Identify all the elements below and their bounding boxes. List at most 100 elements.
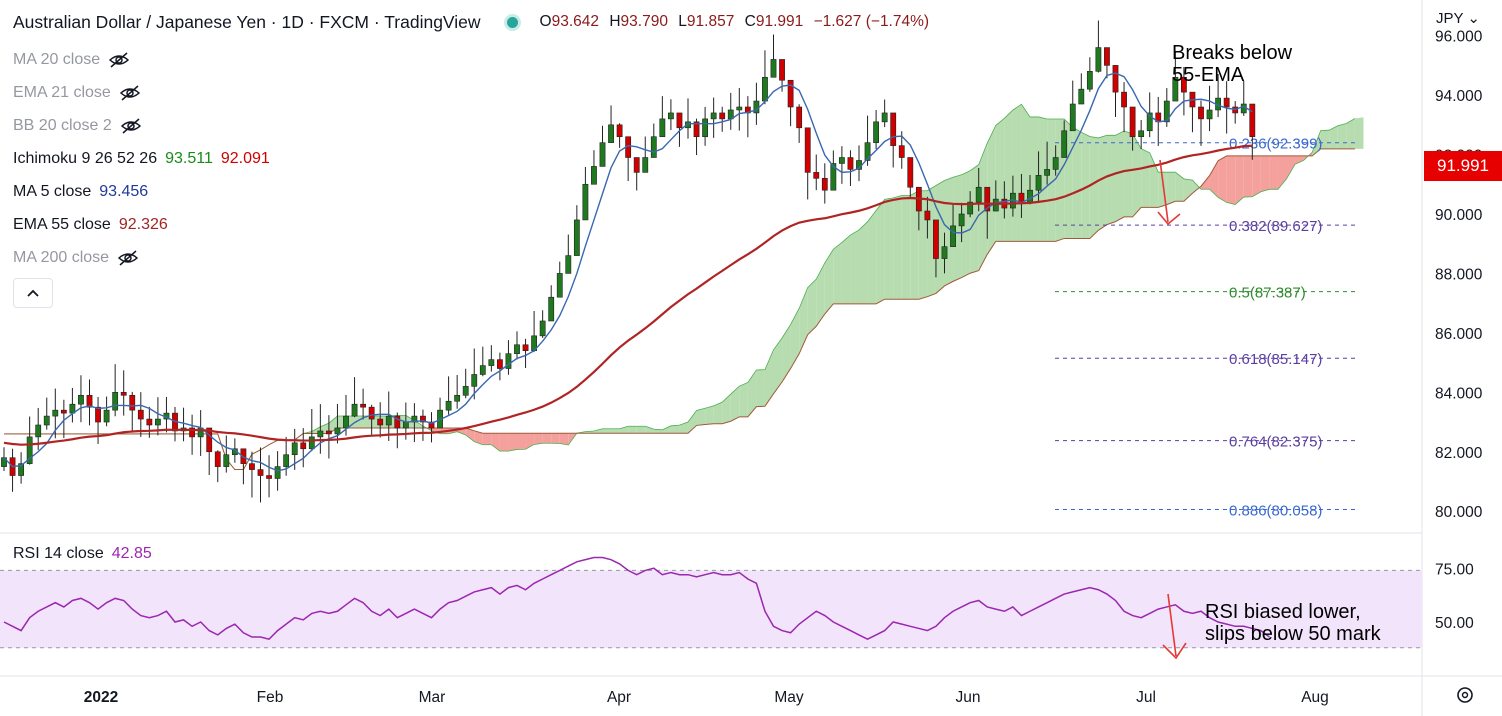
indicator-row[interactable]: BB 20 close 2 xyxy=(13,109,929,142)
indicator-row[interactable]: MA 20 close xyxy=(13,43,929,76)
candle-body xyxy=(206,427,213,453)
fib-level-label: 0.382(89.627) xyxy=(1229,218,1322,235)
candle-body xyxy=(556,273,563,298)
indicator-row[interactable]: MA 5 close 93.456 xyxy=(13,175,929,208)
candle-body xyxy=(693,121,700,138)
indicator-row[interactable]: EMA 21 close xyxy=(13,76,929,109)
candle-body xyxy=(975,186,982,203)
ichimoku-cloud-segment xyxy=(491,433,500,452)
currency-selector[interactable]: JPY ⌄ xyxy=(1436,10,1480,27)
ichimoku-cloud-segment xyxy=(824,249,834,315)
candle-body xyxy=(1052,157,1059,170)
candle-body xyxy=(650,136,657,158)
rsi-axis-label: 50.00 xyxy=(1435,615,1474,632)
candle-body xyxy=(120,392,127,396)
gear-icon[interactable] xyxy=(1457,687,1473,703)
ichimoku-cloud-segment xyxy=(1269,155,1278,190)
fib-level-label: 0.5(87.387) xyxy=(1229,285,1306,302)
last-price-tag: 91.991 xyxy=(1424,151,1502,181)
candle-body xyxy=(881,112,888,123)
candle-body xyxy=(60,409,67,414)
candle-body xyxy=(616,124,623,138)
fib-level-label: 0.764(82.375) xyxy=(1229,434,1322,451)
eye-off-icon[interactable] xyxy=(120,117,142,134)
indicator-row[interactable]: EMA 55 close 92.326 xyxy=(13,208,929,241)
candle-body xyxy=(274,466,281,479)
candle-body xyxy=(736,106,743,111)
ichimoku-cloud-segment xyxy=(1089,136,1099,239)
ichimoku-cloud-segment xyxy=(1286,155,1296,179)
ichimoku-cloud-segment xyxy=(1012,104,1022,242)
candle-body xyxy=(1069,103,1076,132)
ichimoku-cloud-segment xyxy=(1149,152,1159,208)
ichimoku-cloud-segment xyxy=(935,180,945,294)
candle-body xyxy=(838,157,845,164)
fib-level-label: 0.236(92.399) xyxy=(1229,136,1322,153)
indicator-row[interactable]: Ichimoku 9 26 52 26 93.511 92.091 xyxy=(13,142,929,175)
indicator-label: EMA 21 close xyxy=(13,83,111,101)
ichimoku-cloud-segment xyxy=(508,433,517,452)
candle-body xyxy=(488,359,495,366)
candle-body xyxy=(642,157,649,173)
eye-off-icon[interactable] xyxy=(108,51,130,68)
ichimoku-cloud-segment xyxy=(679,422,688,434)
candle-body xyxy=(958,213,965,227)
eye-off-icon[interactable] xyxy=(117,249,139,266)
candle-body xyxy=(967,201,974,215)
rsi-label[interactable]: RSI 14 close xyxy=(13,545,104,562)
symbol-title[interactable]: Australian Dollar / Japanese Yen · 1D · … xyxy=(13,11,481,32)
price-axis-label: 80.000 xyxy=(1435,504,1483,521)
candle-body xyxy=(864,142,871,161)
candle-body xyxy=(505,353,512,369)
ichimoku-cloud-segment xyxy=(662,425,671,434)
indicator-row[interactable]: MA 200 close xyxy=(13,241,929,274)
candle-body xyxy=(308,436,315,450)
ichimoku-cloud-segment xyxy=(1098,135,1107,231)
ichimoku-cloud-segment xyxy=(1346,118,1355,149)
rsi-value: 42.85 xyxy=(111,545,152,562)
candle-body xyxy=(479,365,486,375)
ichimoku-cloud-segment xyxy=(1047,119,1056,242)
candle-body xyxy=(86,394,93,408)
candle-body xyxy=(950,225,956,247)
price-axis-label: 84.000 xyxy=(1435,385,1483,402)
candle-body xyxy=(522,344,529,352)
ichimoku-cloud-segment xyxy=(619,426,629,434)
candle-body xyxy=(898,145,905,158)
time-axis-label: May xyxy=(774,689,804,706)
legend-collapse-button[interactable] xyxy=(13,278,53,308)
chevron-up-icon xyxy=(27,289,39,297)
candle-body xyxy=(1163,100,1170,123)
rsi-band xyxy=(0,570,1422,648)
time-axis-label: Feb xyxy=(257,689,284,706)
ichimoku-cloud-segment xyxy=(1106,135,1116,225)
ichimoku-cloud-segment xyxy=(534,433,543,445)
ichimoku-cloud-segment xyxy=(1295,155,1304,165)
ichimoku-cloud-segment xyxy=(705,405,714,425)
ichimoku-cloud-segment xyxy=(953,174,962,282)
candle-body xyxy=(582,183,589,221)
candle-body xyxy=(1198,106,1204,120)
ichimoku-cloud-segment xyxy=(482,433,492,445)
time-axis-label: Jun xyxy=(956,689,981,706)
ichimoku-cloud-segment xyxy=(764,349,774,407)
eye-off-icon[interactable] xyxy=(119,84,141,101)
rsi-axis-label: 75.00 xyxy=(1435,561,1474,578)
candle-body xyxy=(1146,112,1153,132)
ichimoku-cloud-segment xyxy=(1115,130,1125,222)
candle-body xyxy=(471,374,478,387)
time-axis-label: Mar xyxy=(419,689,446,706)
candle-body xyxy=(112,392,119,411)
candle-body xyxy=(1181,76,1187,93)
candle-body xyxy=(1086,71,1093,90)
ichimoku-cloud-segment xyxy=(542,433,552,444)
ichimoku-cloud-segment xyxy=(1030,116,1039,242)
price-axis-label: 86.000 xyxy=(1435,326,1483,343)
ichimoku-cloud-segment xyxy=(1124,130,1133,217)
indicator-label: Ichimoku 9 26 52 26 xyxy=(13,149,158,167)
candle-body xyxy=(847,157,854,170)
ichimoku-cloud-segment xyxy=(1183,178,1193,202)
candle-body xyxy=(548,296,555,322)
candle-body xyxy=(18,463,24,476)
